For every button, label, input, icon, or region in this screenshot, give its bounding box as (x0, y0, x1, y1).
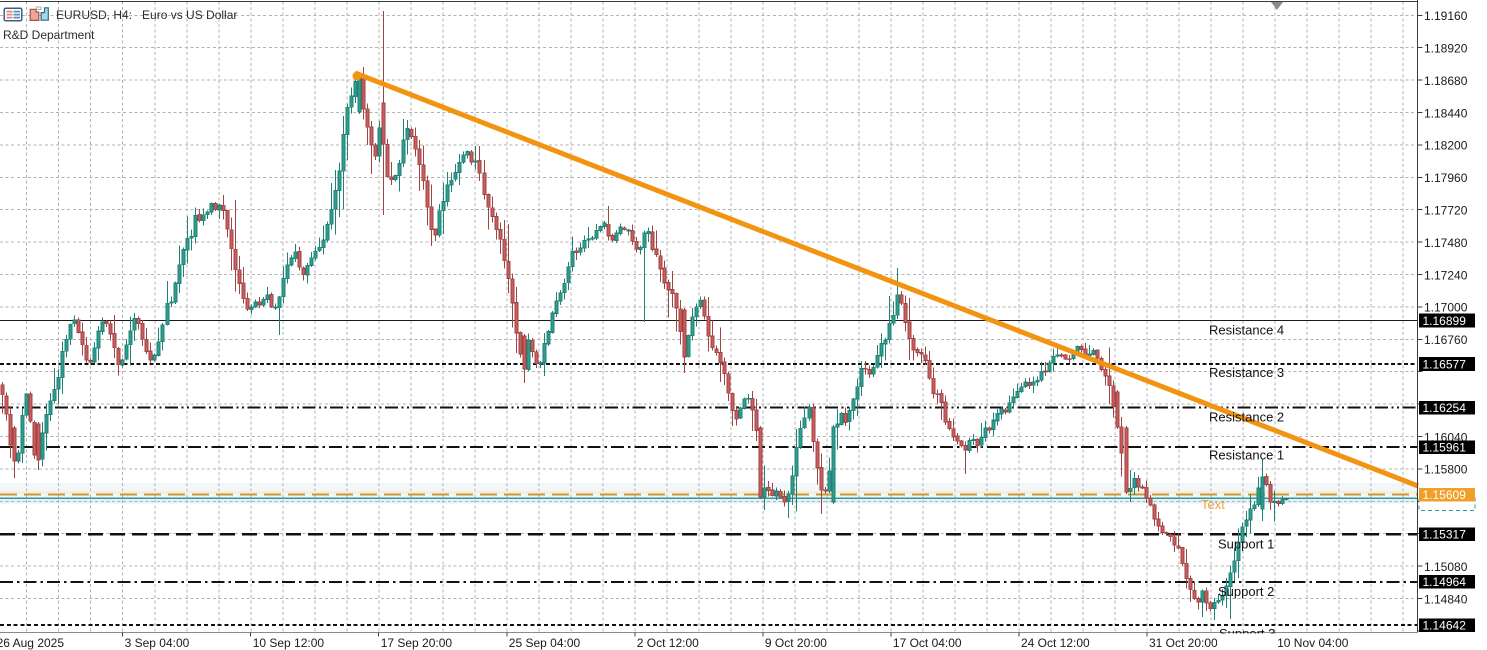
svg-text:3 Sep 04:00: 3 Sep 04:00 (125, 636, 190, 650)
svg-text:9 Oct 20:00: 9 Oct 20:00 (765, 636, 827, 650)
svg-text:Resistance 4: Resistance 4 (1209, 323, 1284, 338)
svg-text:10 Sep 12:00: 10 Sep 12:00 (253, 636, 325, 650)
svg-text:Resistance 2: Resistance 2 (1209, 410, 1284, 425)
svg-text:1.17000: 1.17000 (1424, 301, 1468, 315)
svg-text:1.18200: 1.18200 (1424, 139, 1468, 153)
svg-text:25 Sep 04:00: 25 Sep 04:00 (509, 636, 581, 650)
svg-text:17 Oct 04:00: 17 Oct 04:00 (893, 636, 962, 650)
svg-text:1.14840: 1.14840 (1424, 592, 1468, 606)
svg-text:1.16899: 1.16899 (1423, 314, 1467, 328)
svg-text:Text: Text (1201, 497, 1225, 512)
svg-text:R&D Department: R&D Department (3, 28, 95, 42)
svg-text:1.16760: 1.16760 (1424, 333, 1468, 347)
svg-text:1.17960: 1.17960 (1424, 171, 1468, 185)
svg-text:2 Oct 12:00: 2 Oct 12:00 (637, 636, 699, 650)
svg-text:1.18680: 1.18680 (1424, 74, 1468, 88)
svg-text:1.19160: 1.19160 (1424, 9, 1468, 23)
svg-text:26 Aug 2025: 26 Aug 2025 (0, 636, 64, 650)
svg-text:1.16254: 1.16254 (1423, 401, 1467, 415)
svg-text:24 Oct 12:00: 24 Oct 12:00 (1021, 636, 1090, 650)
svg-text:17 Sep 20:00: 17 Sep 20:00 (381, 636, 453, 650)
svg-text:1.18440: 1.18440 (1424, 106, 1468, 120)
svg-text:Support 1: Support 1 (1218, 537, 1274, 552)
svg-text:1.17240: 1.17240 (1424, 268, 1468, 282)
svg-text:1.17720: 1.17720 (1424, 204, 1468, 218)
svg-text:1.15800: 1.15800 (1424, 463, 1468, 477)
svg-text:10 Nov 04:00: 10 Nov 04:00 (1277, 636, 1349, 650)
svg-text:1.17480: 1.17480 (1424, 236, 1468, 250)
svg-text:1.18920: 1.18920 (1424, 42, 1468, 56)
svg-text:1.15080: 1.15080 (1424, 560, 1468, 574)
svg-text:1.15961: 1.15961 (1423, 441, 1467, 455)
svg-text:31 Oct 20:00: 31 Oct 20:00 (1149, 636, 1218, 650)
svg-text:Resistance 3: Resistance 3 (1209, 365, 1284, 380)
svg-text:1.14964: 1.14964 (1423, 575, 1467, 589)
svg-text:Support 2: Support 2 (1218, 584, 1274, 599)
svg-text:1.14642: 1.14642 (1423, 619, 1467, 633)
svg-text:1.15609: 1.15609 (1423, 488, 1467, 502)
svg-text:Resistance 1: Resistance 1 (1209, 448, 1284, 463)
svg-text:EURUSD, H4: Euro vs US Dolla: EURUSD, H4: Euro vs US Dollar (56, 8, 237, 22)
svg-text:1.16577: 1.16577 (1423, 357, 1467, 371)
svg-text:1.15317: 1.15317 (1423, 528, 1467, 542)
